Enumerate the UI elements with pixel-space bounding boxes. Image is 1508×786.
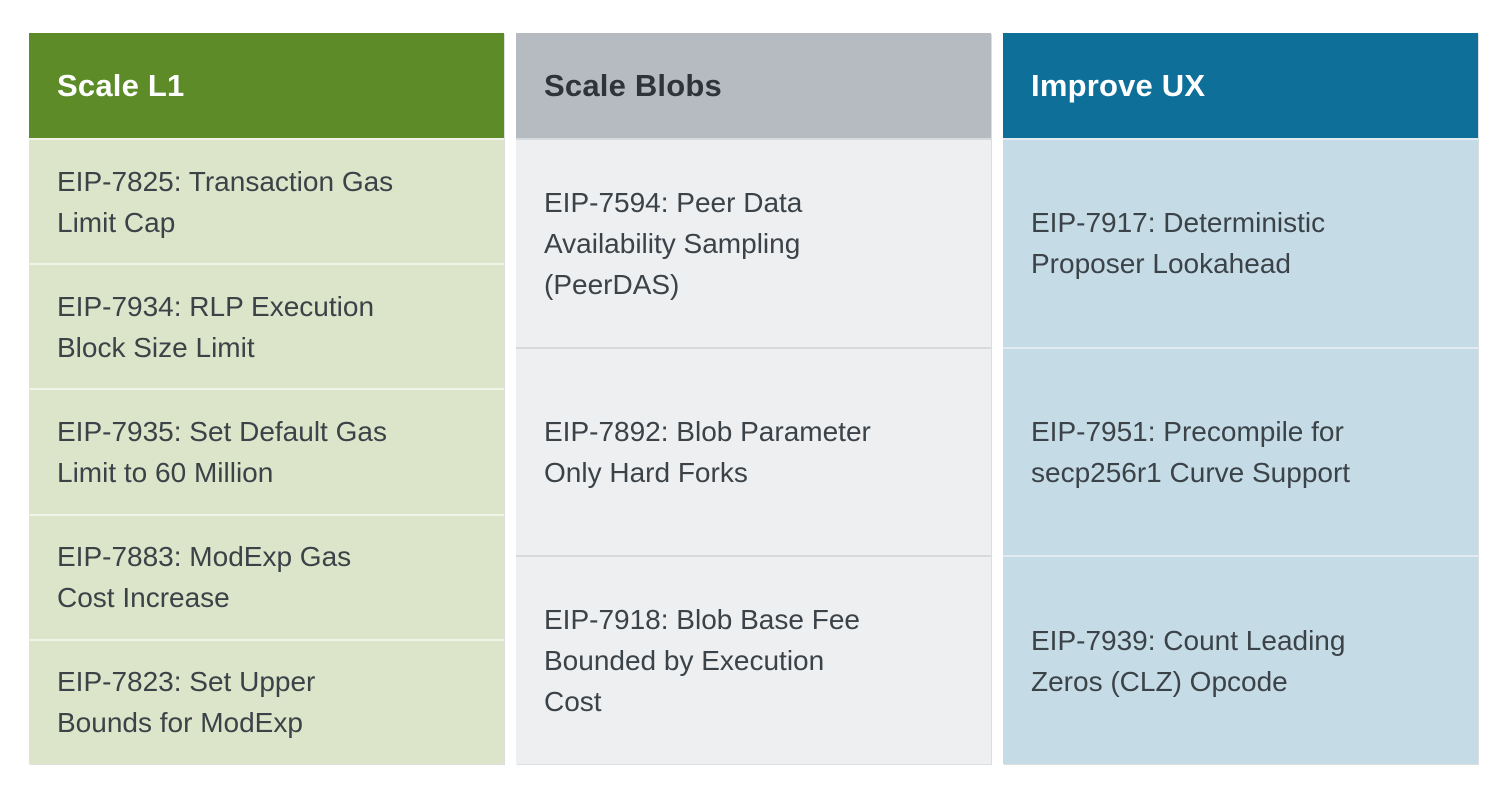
eip-label: EIP-7939: Count Leading Zeros (CLZ) Opco… <box>1031 624 1346 697</box>
category-header-scale-blobs: Scale Blobs <box>516 33 991 138</box>
eip-cell: EIP-7951: Precompile for secp256r1 Curve… <box>1003 346 1478 556</box>
eip-label: EIP-7892: Blob Parameter Only Hard Forks <box>544 416 871 488</box>
eip-label: EIP-7935: Set Default Gas Limit to 60 Mi… <box>57 416 387 488</box>
eip-label: EIP-7917: Deterministic Proposer Lookahe… <box>1031 207 1326 280</box>
eip-cell: EIP-7594: Peer Data Availability Samplin… <box>516 138 991 347</box>
category-body: EIP-7825: Transaction Gas Limit Cap EIP-… <box>29 138 504 764</box>
eip-cell: EIP-7825: Transaction Gas Limit Cap <box>29 138 504 263</box>
eip-cell: EIP-7823: Set Upper Bounds for ModExp <box>29 638 504 764</box>
category-body: EIP-7594: Peer Data Availability Samplin… <box>516 138 991 764</box>
category-card-improve-ux: Improve UX EIP-7917: Deterministic Propo… <box>1003 33 1478 764</box>
eip-label: EIP-7825: Transaction Gas Limit Cap <box>57 165 394 238</box>
eip-cell: EIP-7892: Blob Parameter Only Hard Forks <box>516 346 991 556</box>
eip-cell: EIP-7934: RLP Execution Block Size Limit <box>29 263 504 388</box>
eip-cell: EIP-7918: Blob Base Fee Bounded by Execu… <box>516 555 991 764</box>
eip-label: EIP-7918: Blob Base Fee Bounded by Execu… <box>544 604 860 718</box>
category-card-scale-l1: Scale L1 EIP-7825: Transaction Gas Limit… <box>29 33 504 764</box>
category-body: EIP-7917: Deterministic Proposer Lookahe… <box>1003 138 1478 764</box>
category-card-scale-blobs: Scale Blobs EIP-7594: Peer Data Availabi… <box>516 33 991 764</box>
eip-label: EIP-7883: ModExp Gas Cost Increase <box>57 541 352 614</box>
category-title: Scale L1 <box>57 67 185 103</box>
eip-cell: EIP-7939: Count Leading Zeros (CLZ) Opco… <box>1003 555 1478 764</box>
eip-label: EIP-7951: Precompile for secp256r1 Curve… <box>1031 416 1351 488</box>
eip-cell: EIP-7935: Set Default Gas Limit to 60 Mi… <box>29 388 504 513</box>
eip-cell: EIP-7883: ModExp Gas Cost Increase <box>29 513 504 639</box>
eip-label: EIP-7823: Set Upper Bounds for ModExp <box>57 666 316 739</box>
category-header-scale-l1: Scale L1 <box>29 33 504 138</box>
eip-label: EIP-7934: RLP Execution Block Size Limit <box>57 290 375 363</box>
eip-cell: EIP-7917: Deterministic Proposer Lookahe… <box>1003 138 1478 347</box>
category-title: Scale Blobs <box>544 67 722 103</box>
eip-label: EIP-7594: Peer Data Availability Samplin… <box>544 186 803 300</box>
eip-category-board: Scale L1 EIP-7825: Transaction Gas Limit… <box>29 33 1478 764</box>
category-title: Improve UX <box>1031 67 1206 103</box>
category-header-improve-ux: Improve UX <box>1003 33 1478 138</box>
